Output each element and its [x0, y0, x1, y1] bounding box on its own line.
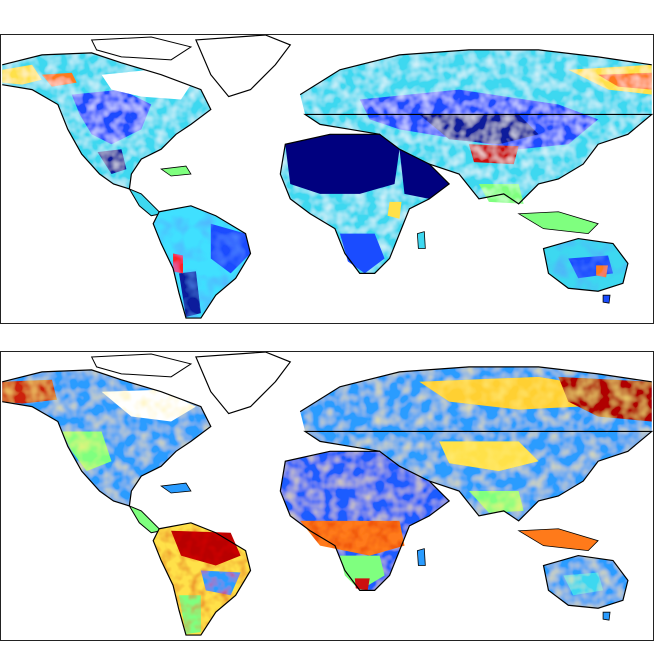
south-america-region-b: [153, 522, 251, 636]
north-america-coastline: [2, 52, 212, 190]
madagascar-b: [416, 548, 426, 566]
bottom-world-map: [2, 352, 653, 636]
south-america-coastline: [152, 205, 252, 319]
south-america-coastline-b: [152, 522, 252, 636]
eurasia-region: [300, 49, 652, 204]
central-america-region-b: [128, 504, 163, 534]
africa-arabia-region: [280, 134, 450, 274]
central-america-region: [128, 187, 163, 217]
caribbean-islands-b: [160, 482, 192, 494]
africa-coastline: [279, 133, 451, 274]
north-america-coastline-b: [2, 369, 212, 507]
eurasia-coastline-b: [299, 366, 653, 522]
top-map-panel: [0, 34, 654, 324]
greenland-outline-b: [195, 352, 292, 415]
arctic-archipelago-outline: [90, 36, 193, 61]
south-america-region: [153, 205, 251, 319]
maritime-southeast-asia-b: [517, 528, 599, 552]
tasmania: [602, 294, 611, 304]
madagascar: [416, 231, 426, 249]
bottom-map-panel: [0, 351, 654, 641]
australia-coastline: [542, 237, 629, 292]
australia-region-b: [543, 555, 628, 609]
north-america-region-b: [2, 369, 211, 506]
australia-region: [543, 238, 628, 292]
africa-arabia-region-b: [280, 451, 450, 591]
eurasia-region-b: [300, 366, 652, 521]
arctic-archipelago-outline-b: [90, 353, 193, 378]
australia-coastline-b: [542, 554, 629, 609]
caribbean-islands: [160, 165, 192, 177]
maritime-southeast-asia: [517, 211, 599, 235]
tasmania-b: [602, 611, 611, 621]
top-world-map: [2, 35, 653, 319]
north-america-region: [2, 52, 211, 189]
eurasia-coastline: [299, 49, 653, 205]
africa-coastline-b: [279, 450, 451, 591]
greenland-outline: [195, 35, 292, 98]
